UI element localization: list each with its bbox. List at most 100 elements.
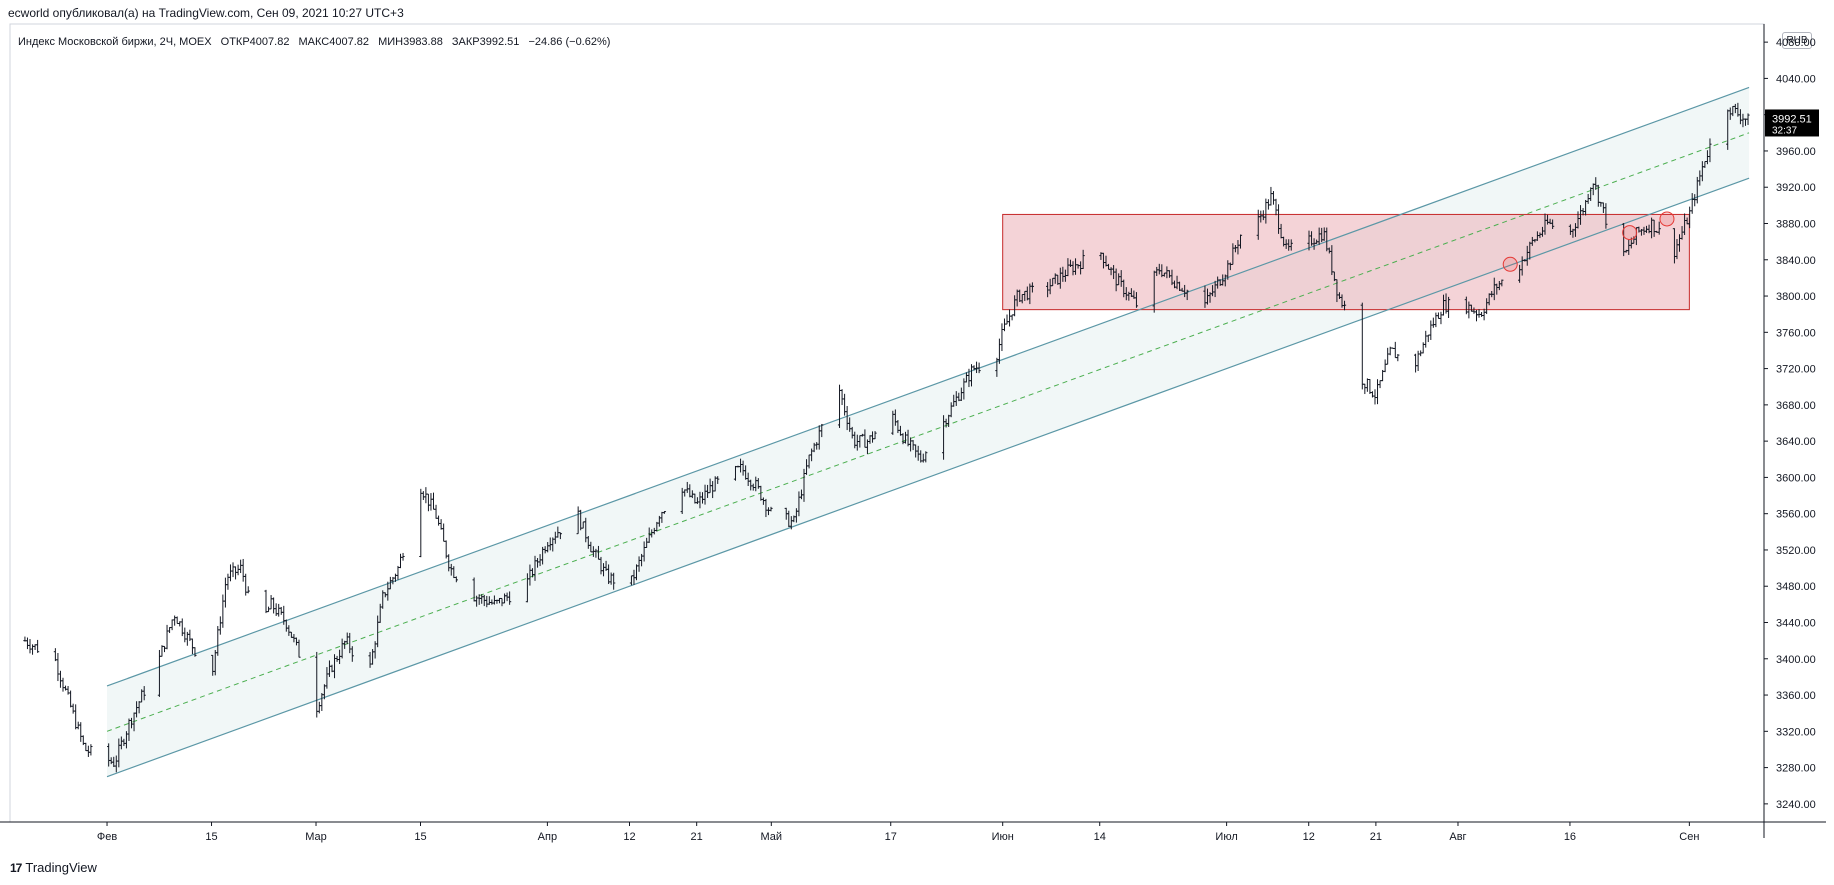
last-price-badge <box>1765 109 1819 137</box>
touch-marker[interactable] <box>1659 211 1675 227</box>
ohlc-bar <box>1007 309 1012 327</box>
price-tick-label: 4040.00 <box>1776 73 1816 85</box>
ohlc-bar <box>426 493 431 512</box>
ohlc-bar <box>79 722 83 742</box>
ohlc-bar <box>56 653 60 682</box>
ohlc-bar <box>173 615 177 626</box>
ohlc-bar <box>221 594 225 628</box>
ohlc-bar <box>1134 292 1139 308</box>
ohlc-bar <box>1368 379 1372 394</box>
ohlc-bar <box>231 562 235 578</box>
low-value: 3983.88 <box>403 36 443 48</box>
ohlc-bar <box>1342 300 1347 311</box>
ohlc-bar <box>454 576 458 583</box>
ohlc-bar <box>1365 378 1369 392</box>
tradingview-logo-icon: 17 <box>10 860 22 875</box>
channel-middle-line[interactable] <box>106 132 1750 732</box>
tradingview-logo[interactable]: 17 TradingView <box>10 860 97 875</box>
currency-button[interactable]: RUB <box>1782 32 1812 49</box>
open-label: ОТКР <box>220 36 250 48</box>
ohlc-bar <box>398 553 403 569</box>
price-tick-label: 3280.00 <box>1776 763 1816 775</box>
ohlc-bar <box>86 745 90 757</box>
touch-marker[interactable] <box>1622 225 1638 241</box>
ohlc-bar <box>769 506 773 512</box>
ohlc-bar <box>434 504 438 519</box>
ohlc-bar <box>924 451 928 463</box>
time-tick-label: 16 <box>1564 831 1576 843</box>
time-tick-label: 14 <box>1094 831 1106 843</box>
ohlc-bar <box>1436 312 1441 319</box>
ohlc-bar <box>142 686 146 701</box>
price-tick-label: 3560.00 <box>1776 509 1816 521</box>
ohlc-bar <box>840 389 844 406</box>
price-tick-label: 3240.00 <box>1776 799 1816 811</box>
price-tick-label: 3760.00 <box>1776 327 1816 339</box>
ohlc-bar <box>1185 289 1189 301</box>
ohlc-bar <box>1375 379 1380 405</box>
ohlc-bar <box>1434 312 1438 328</box>
ohlc-bar <box>419 488 423 558</box>
price-tick-label: 3800.00 <box>1776 291 1816 303</box>
ohlc-bar <box>421 491 425 501</box>
ohlc-bar <box>74 704 78 730</box>
time-tick-label: Сен <box>1679 831 1699 843</box>
ohlc-bar <box>190 638 195 655</box>
ohlc-bar <box>175 616 179 624</box>
price-tick-label: 3480.00 <box>1776 581 1816 593</box>
ohlc-bar <box>228 564 233 582</box>
price-tick-label: 3640.00 <box>1776 436 1816 448</box>
ohlc-bar <box>233 566 238 580</box>
high-value: 4007.82 <box>329 36 369 48</box>
ohlc-bar <box>1386 347 1390 365</box>
ohlc-bar <box>277 603 281 617</box>
ohlc-bar <box>1477 309 1481 318</box>
ohlc-bar <box>236 564 240 576</box>
price-tick-label: 3920.00 <box>1776 182 1816 194</box>
price-tick-label: 3840.00 <box>1776 255 1816 267</box>
time-tick-label: Июл <box>1215 831 1237 843</box>
ohlc-bar <box>297 639 301 658</box>
symbol-name: Индекс Московской биржи, 2Ч, MOEX <box>18 36 212 48</box>
price-tick-label: 3680.00 <box>1776 400 1816 412</box>
time-tick-label: 21 <box>691 831 703 843</box>
ohlc-bar <box>1271 191 1276 205</box>
ohlc-bar <box>1446 296 1451 318</box>
price-tick-label: 3880.00 <box>1776 219 1816 231</box>
ohlc-bar <box>508 591 512 605</box>
ohlc-bar <box>1551 219 1555 230</box>
ohlc-bar <box>28 639 32 654</box>
ohlc-bar <box>1005 314 1009 325</box>
ohlc-bar <box>1474 310 1479 322</box>
price-tick-label: 3400.00 <box>1776 654 1816 666</box>
ohlc-bar <box>873 431 877 440</box>
channel-upper-line[interactable] <box>106 86 1750 687</box>
ohlc-bar <box>1746 113 1750 125</box>
ohlc-bar <box>63 685 68 691</box>
low-label: МИН <box>378 36 404 48</box>
price-tick-label: 3600.00 <box>1776 472 1816 484</box>
ohlc-bar <box>716 476 720 484</box>
time-tick-label: 15 <box>205 831 217 843</box>
ohlc-bar <box>170 619 174 631</box>
ohlc-bar <box>1482 308 1486 321</box>
ohlc-bar <box>1500 279 1504 287</box>
ohlc-bar <box>264 589 268 614</box>
ohlc-bar <box>226 573 230 590</box>
channel-lower-line[interactable] <box>106 177 1750 778</box>
ohlc-bar <box>218 616 222 635</box>
ohlc-bar <box>1030 282 1034 293</box>
touch-marker[interactable] <box>1502 256 1518 272</box>
publisher-line: ecworld опубликовал(а) на TradingView.co… <box>8 6 404 20</box>
price-tick-label: 4080.00 <box>1776 37 1816 49</box>
ohlc-bar <box>1413 353 1418 373</box>
ohlc-bar <box>1383 359 1387 373</box>
ohlc-bar <box>246 586 250 594</box>
price-tick-label: 3440.00 <box>1776 618 1816 630</box>
tradingview-brand: TradingView <box>25 860 97 875</box>
ohlc-bar <box>1000 323 1004 352</box>
ohlc-bar <box>350 646 354 662</box>
close-value: 3992.51 <box>479 36 520 48</box>
ohlc-bar <box>193 647 197 657</box>
